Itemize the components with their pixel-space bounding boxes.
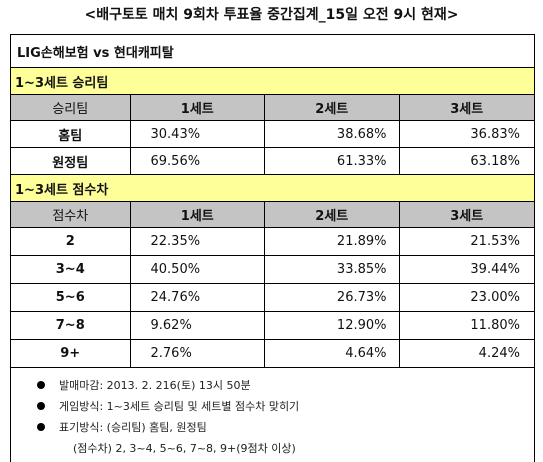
note-text: 게임방식: 1~3세트 승리팀 및 세트별 점수차 맞히기: [59, 399, 300, 413]
table-header-score-diff: 점수차 1세트 2세트 3세트: [11, 202, 534, 228]
note-item: 발매마감: 2013. 2. 216(토) 13시 50분: [37, 374, 299, 395]
note-item: 표기방식: (승리팀) 홈팀, 원정팀: [37, 416, 299, 437]
row-label: 홈팀: [11, 121, 131, 147]
header-cell: 2세트: [265, 95, 400, 120]
value-cell: 38.68%: [265, 121, 400, 147]
header-cell: 2세트: [265, 202, 400, 227]
header-cell: 3세트: [450, 209, 484, 224]
table-row: 5~6 24.76% 26.73% 23.00%: [11, 284, 534, 312]
value-cell: 23.00%: [470, 290, 520, 305]
value-cell: 4.64%: [265, 340, 400, 367]
value-cell: 9.62%: [131, 312, 266, 339]
bullet-icon: [37, 380, 45, 389]
table-row: 원정팀 69.56% 61.33% 63.18%: [11, 148, 534, 175]
header-cell: 1세트: [131, 202, 266, 227]
match-name: LIG손해보험 vs 현대캐피탈: [17, 45, 174, 61]
table-row: 3~4 40.50% 33.85% 39.44%: [11, 256, 534, 284]
table-row: 7~8 9.62% 12.90% 11.80%: [11, 312, 534, 340]
page-title: <배구토토 매치 9회차 투표율 중간집계_15일 오전 9시 현재>: [84, 7, 459, 23]
row-label: 원정팀: [11, 148, 131, 174]
value-cell: 2.76%: [131, 340, 266, 367]
value-cell: 36.83%: [470, 126, 520, 142]
value-cell: 39.44%: [470, 262, 520, 277]
note-text: (점수차) 2, 3~4, 5~6, 7~8, 9+(9점차 이상): [73, 441, 296, 455]
header-cell: 승리팀: [11, 95, 131, 120]
row-label: 2: [11, 228, 131, 255]
value-cell: 12.90%: [265, 312, 400, 339]
vote-rate-table: LIG손해보험 vs 현대캐피탈 1~3세트 승리팀 승리팀 1세트 2세트 3…: [10, 34, 535, 462]
note-item: 게임방식: 1~3세트 승리팀 및 세트별 점수차 맞히기: [37, 395, 299, 416]
header-cell: 3세트: [450, 102, 484, 117]
row-label: 9+: [11, 340, 131, 367]
value-cell: 22.35%: [131, 228, 266, 255]
notes-section: 발매마감: 2013. 2. 216(토) 13시 50분 게임방식: 1~3세…: [11, 368, 299, 462]
value-cell: 33.85%: [265, 256, 400, 283]
table-row: 홈팀 30.43% 38.68% 36.83%: [11, 121, 534, 148]
table-header-winner: 승리팀 1세트 2세트 3세트: [11, 95, 534, 121]
value-cell: 63.18%: [470, 153, 520, 169]
bullet-icon: [37, 401, 45, 410]
value-cell: 40.50%: [131, 256, 266, 283]
value-cell: 26.73%: [265, 284, 400, 311]
note-text: 표기방식: (승리팀) 홈팀, 원정팀: [59, 420, 207, 434]
value-cell: 11.80%: [470, 318, 520, 333]
value-cell: 4.24%: [478, 346, 520, 361]
value-cell: 30.43%: [131, 121, 266, 147]
header-cell: 점수차: [11, 202, 131, 227]
section-title-score-diff: 1~3세트 점수차: [11, 175, 534, 201]
value-cell: 24.76%: [131, 284, 266, 311]
value-cell: 21.89%: [265, 228, 400, 255]
note-item: (점수차) 2, 3~4, 5~6, 7~8, 9+(9점차 이상): [37, 437, 299, 458]
table-row: 2 22.35% 21.89% 21.53%: [11, 228, 534, 256]
header-cell: 1세트: [131, 95, 266, 120]
note-text: 발매마감: 2013. 2. 216(토) 13시 50분: [59, 378, 251, 392]
row-label: 5~6: [11, 284, 131, 311]
value-cell: 61.33%: [265, 148, 400, 174]
row-label: 7~8: [11, 312, 131, 339]
table-row: 9+ 2.76% 4.64% 4.24%: [11, 340, 534, 368]
section-title-winner: 1~3세트 승리팀: [11, 68, 534, 94]
row-label: 3~4: [11, 256, 131, 283]
bullet-icon: [37, 422, 45, 431]
value-cell: 69.56%: [131, 148, 266, 174]
value-cell: 21.53%: [470, 234, 520, 249]
